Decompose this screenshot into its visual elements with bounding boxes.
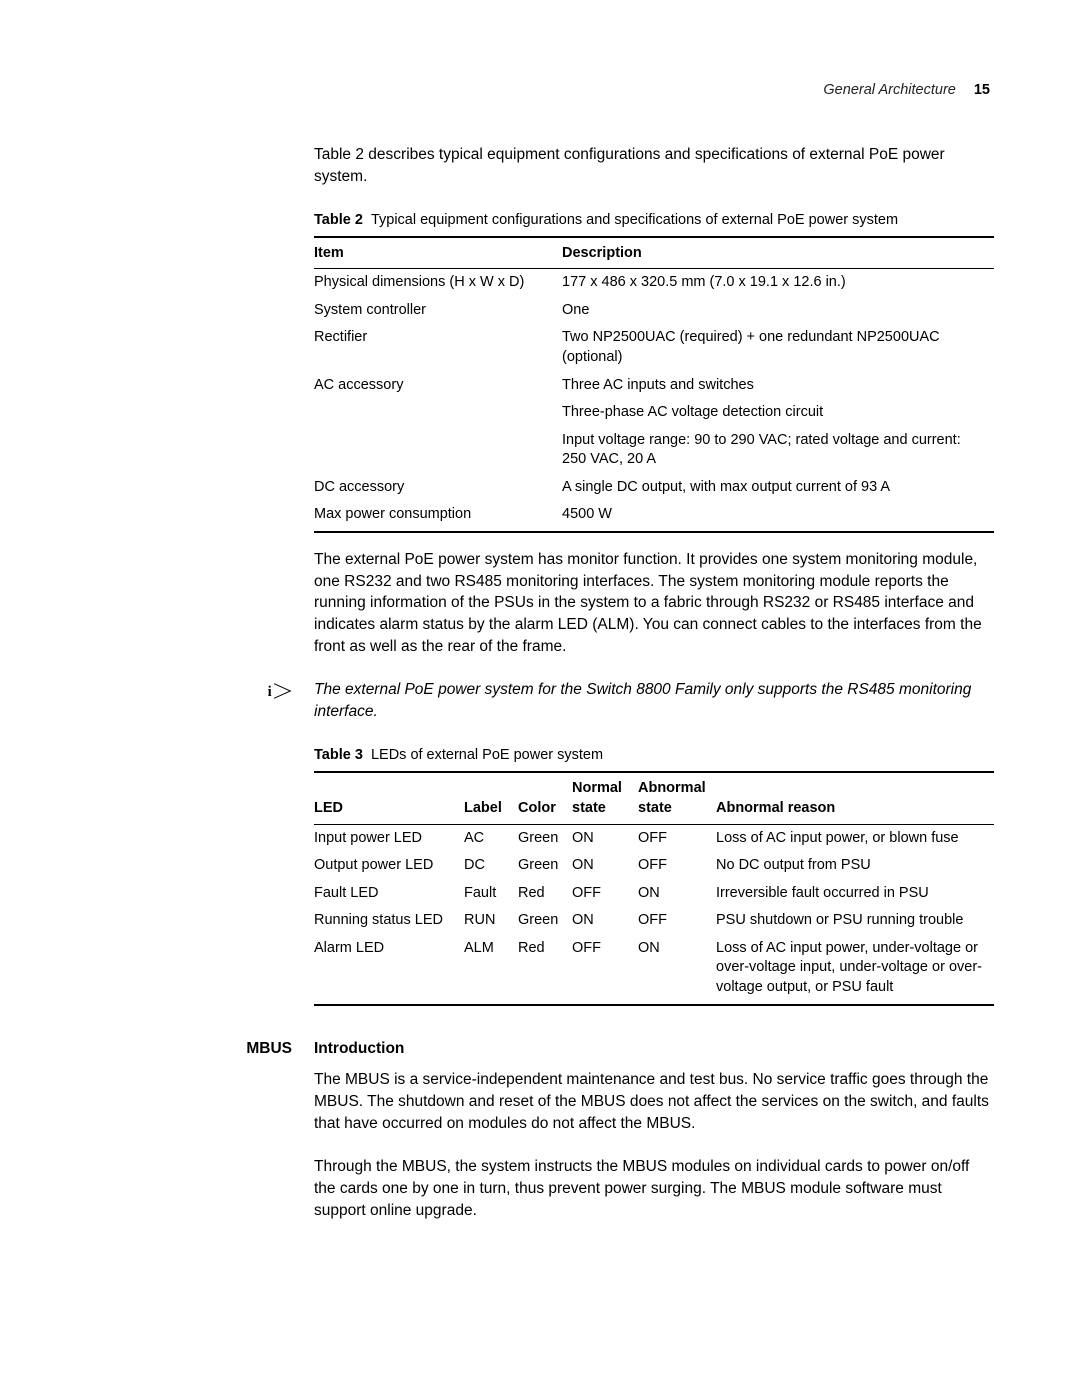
- cell-normal: ON: [572, 852, 638, 880]
- cell-normal: OFF: [572, 935, 638, 1005]
- table-row: Rectifier Two NP2500UAC (required) + one…: [314, 324, 994, 371]
- table-row: Running status LED RUN Green ON OFF PSU …: [314, 907, 994, 935]
- table-row: Input voltage range: 90 to 290 VAC; rate…: [314, 427, 994, 474]
- cell-desc: Three-phase AC voltage detection circuit: [562, 399, 994, 427]
- cell-desc: One: [562, 297, 994, 325]
- table3-header-led: LED: [314, 772, 464, 824]
- table-row: Max power consumption 4500 W: [314, 501, 994, 532]
- table3-header-color: Color: [518, 772, 572, 824]
- cell-label: Fault: [464, 880, 518, 908]
- cell-led: Alarm LED: [314, 935, 464, 1005]
- note: i The external PoE power system for the …: [90, 679, 990, 722]
- table3-caption-label: Table 3: [314, 747, 363, 763]
- cell-reason: Loss of AC input power, under-voltage or…: [716, 935, 994, 1005]
- main-content-2: Table 3 LEDs of external PoE power syste…: [314, 745, 994, 1006]
- table3-header-normal: Normal state: [572, 772, 638, 824]
- header-section-title: General Architecture: [823, 80, 955, 100]
- cell-normal: ON: [572, 824, 638, 852]
- cell-color: Red: [518, 935, 572, 1005]
- cell-reason: PSU shutdown or PSU running trouble: [716, 907, 994, 935]
- table3: LED Label Color Normal state Abnormal st…: [314, 771, 994, 1006]
- table2-caption: Table 2 Typical equipment configurations…: [314, 210, 994, 230]
- table3-header-label: Label: [464, 772, 518, 824]
- mbus-paragraph-1: The MBUS is a service-independent mainte…: [314, 1069, 994, 1134]
- main-content: Table 2 describes typical equipment conf…: [314, 144, 994, 657]
- cell-led: Fault LED: [314, 880, 464, 908]
- table-row: Output power LED DC Green ON OFF No DC o…: [314, 852, 994, 880]
- table-row: Fault LED Fault Red OFF ON Irreversible …: [314, 880, 994, 908]
- cell-led: Input power LED: [314, 824, 464, 852]
- cell-led: Output power LED: [314, 852, 464, 880]
- table3-header-abnormal: Abnormal state: [638, 772, 716, 824]
- intro-paragraph: Table 2 describes typical equipment conf…: [314, 144, 994, 187]
- table2-header-item: Item: [314, 237, 562, 269]
- cell-reason: No DC output from PSU: [716, 852, 994, 880]
- cell-abnormal: OFF: [638, 824, 716, 852]
- note-text: The external PoE power system for the Sw…: [314, 679, 990, 722]
- cell-item: [314, 399, 562, 427]
- table3-caption-text: LEDs of external PoE power system: [371, 747, 603, 763]
- table-row: Input power LED AC Green ON OFF Loss of …: [314, 824, 994, 852]
- cell-abnormal: OFF: [638, 852, 716, 880]
- cell-abnormal: ON: [638, 935, 716, 1005]
- cell-color: Green: [518, 824, 572, 852]
- cell-reason: Irreversible fault occurred in PSU: [716, 880, 994, 908]
- cell-desc: Two NP2500UAC (required) + one redundant…: [562, 324, 994, 371]
- table2: Item Description Physical dimensions (H …: [314, 236, 994, 533]
- table-row: Alarm LED ALM Red OFF ON Loss of AC inpu…: [314, 935, 994, 1005]
- monitor-paragraph: The external PoE power system has monito…: [314, 549, 994, 657]
- cell-desc: Three AC inputs and switches: [562, 372, 994, 400]
- cell-item: Max power consumption: [314, 501, 562, 532]
- mbus-section-label: MBUS: [90, 1038, 314, 1060]
- table-row: AC accessory Three AC inputs and switche…: [314, 372, 994, 400]
- table3-caption: Table 3 LEDs of external PoE power syste…: [314, 745, 994, 765]
- mbus-content: The MBUS is a service-independent mainte…: [314, 1069, 994, 1221]
- table3-header-reason: Abnormal reason: [716, 772, 994, 824]
- cell-led: Running status LED: [314, 907, 464, 935]
- cell-desc: Input voltage range: 90 to 290 VAC; rate…: [562, 427, 994, 474]
- cell-color: Green: [518, 852, 572, 880]
- cell-reason: Loss of AC input power, or blown fuse: [716, 824, 994, 852]
- table2-caption-label: Table 2: [314, 212, 363, 228]
- mbus-paragraph-2: Through the MBUS, the system instructs t…: [314, 1156, 994, 1221]
- cell-desc: A single DC output, with max output curr…: [562, 474, 994, 502]
- table-row: DC accessory A single DC output, with ma…: [314, 474, 994, 502]
- cell-label: RUN: [464, 907, 518, 935]
- svg-text:i: i: [268, 684, 272, 700]
- mbus-heading-row: MBUS Introduction: [90, 1038, 990, 1060]
- cell-item: System controller: [314, 297, 562, 325]
- table-row: Physical dimensions (H x W x D) 177 x 48…: [314, 269, 994, 297]
- cell-abnormal: ON: [638, 880, 716, 908]
- cell-abnormal: OFF: [638, 907, 716, 935]
- cell-label: DC: [464, 852, 518, 880]
- cell-color: Green: [518, 907, 572, 935]
- cell-item: [314, 427, 562, 474]
- table-row: Three-phase AC voltage detection circuit: [314, 399, 994, 427]
- cell-item: Physical dimensions (H x W x D): [314, 269, 562, 297]
- cell-desc: 4500 W: [562, 501, 994, 532]
- cell-normal: OFF: [572, 880, 638, 908]
- mbus-section-title: Introduction: [314, 1038, 404, 1060]
- page-header: General Architecture 15: [90, 80, 990, 100]
- cell-item: AC accessory: [314, 372, 562, 400]
- cell-item: Rectifier: [314, 324, 562, 371]
- cell-label: ALM: [464, 935, 518, 1005]
- info-arrow-icon: i: [266, 681, 292, 707]
- cell-item: DC accessory: [314, 474, 562, 502]
- note-icon-wrap: i: [90, 679, 314, 707]
- table2-caption-text: Typical equipment configurations and spe…: [371, 212, 898, 228]
- cell-normal: ON: [572, 907, 638, 935]
- header-page-number: 15: [974, 80, 990, 100]
- cell-color: Red: [518, 880, 572, 908]
- table2-header-description: Description: [562, 237, 994, 269]
- cell-desc: 177 x 486 x 320.5 mm (7.0 x 19.1 x 12.6 …: [562, 269, 994, 297]
- table-row: System controller One: [314, 297, 994, 325]
- cell-label: AC: [464, 824, 518, 852]
